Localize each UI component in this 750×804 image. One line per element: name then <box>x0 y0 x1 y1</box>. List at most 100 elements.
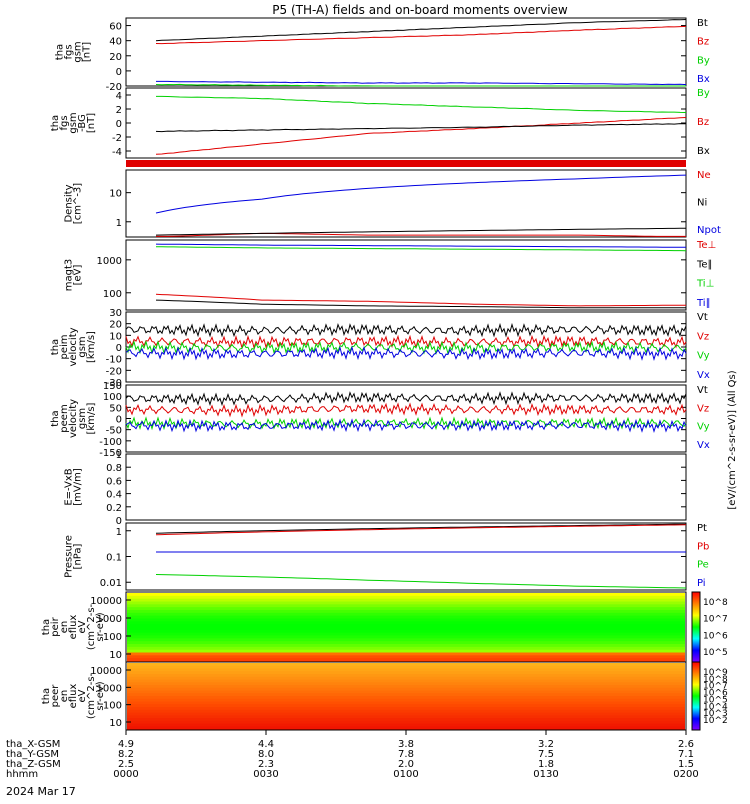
series-line-fgs2 <box>155 117 687 155</box>
x-tick-label: 2.0 <box>398 759 414 770</box>
y-tick-label: 10000 <box>90 596 122 607</box>
series-line-fgs <box>155 83 686 87</box>
y-tick-label: 20 <box>109 52 122 63</box>
spectrogram-band <box>127 629 685 634</box>
x-tick-label: 8.2 <box>118 749 134 760</box>
series-line-temp <box>155 293 686 307</box>
y-axis-label: [km/s] <box>86 402 97 434</box>
y-tick-label: 1000 <box>97 256 122 267</box>
legend-entry: Bz <box>697 117 709 128</box>
y-axis-label: tha <box>50 410 61 426</box>
y-axis-label: eV <box>77 689 88 702</box>
series-line-fgs2 <box>155 123 687 133</box>
y-axis-label: -BG <box>77 114 88 132</box>
legend-entry: Vz <box>697 331 709 342</box>
series-line-density <box>155 227 687 236</box>
panel-frame <box>125 239 687 311</box>
y-axis-label: tha <box>41 688 52 704</box>
y-tick-label: 1 <box>116 450 122 461</box>
x-tick-label: 0030 <box>253 769 278 780</box>
x-tick-label: 2.6 <box>678 739 694 750</box>
spectrogram-band <box>127 709 685 713</box>
y-tick-label: 0.6 <box>106 476 122 487</box>
series-line-peem <box>125 402 687 418</box>
y-axis-label: peir <box>50 616 61 636</box>
y-tick-label: 0 <box>116 415 122 426</box>
panel-frame <box>125 453 687 521</box>
y-axis-label: [mV/m] <box>73 468 84 506</box>
y-tick-label: 0 <box>116 343 122 354</box>
spectrogram-band <box>127 687 685 691</box>
legend-entry: Vz <box>697 403 709 414</box>
y-axis-label: gsm <box>73 41 84 62</box>
series-line-density <box>155 174 687 214</box>
legend-entry: Bz <box>697 37 709 48</box>
x-tick-label: 7.5 <box>538 749 554 760</box>
colorbar-tick-label: 10^8 <box>703 675 728 685</box>
y-tick-label: -20 <box>106 366 122 377</box>
y-tick-label: 1000 <box>97 614 122 625</box>
y-tick-label: -50 <box>106 426 122 437</box>
y-tick-label: 2 <box>116 105 122 116</box>
y-axis-label: [km/s] <box>86 331 97 363</box>
colorbar-tick-label: 10^3 <box>703 709 728 719</box>
y-tick-label: -100 <box>99 437 122 448</box>
spectrogram-band <box>127 604 685 608</box>
spectrogram-band <box>127 668 685 672</box>
y-tick-label: 0 <box>116 67 122 78</box>
spectrogram-band <box>127 715 685 719</box>
spectrogram-band <box>127 632 685 636</box>
x-tick-label: 1.5 <box>678 759 694 770</box>
legend-entry: Vy <box>697 351 710 362</box>
colorbar-tick-label: 10^8 <box>703 598 728 608</box>
y-axis-label: gsm <box>68 112 79 133</box>
y-tick-label: 100 <box>103 632 122 643</box>
spectrogram-band <box>127 615 685 619</box>
y-axis-label: (cm^2-s- <box>86 603 97 650</box>
y-tick-label: 60 <box>109 22 122 33</box>
y-tick-label: 10 <box>109 189 122 200</box>
series-line-peim <box>125 334 687 350</box>
colorbar-tick-label: 10^9 <box>703 668 728 678</box>
y-tick-label: 0 <box>116 119 122 130</box>
spectrogram-band <box>127 598 685 602</box>
colorbar-tick-label: 10^6 <box>703 689 728 699</box>
spectrogram-band <box>127 712 685 716</box>
series-line-temp <box>155 299 686 309</box>
legend-entry: Ne <box>697 170 711 181</box>
y-axis-label: gsm <box>77 336 88 357</box>
spectrogram-band <box>127 593 685 597</box>
legend-entry: Npot <box>697 225 721 236</box>
spectrogram-band <box>127 644 685 648</box>
legend-entry: Ti⊥ <box>696 279 714 290</box>
legend-entry: By <box>697 55 710 66</box>
spectrogram-band <box>127 704 685 708</box>
spectrogram-band <box>127 635 685 639</box>
x-tick-label: 0100 <box>393 769 418 780</box>
legend-entry: Vx <box>697 370 710 381</box>
spectrogram-band <box>127 627 685 631</box>
legend-entry: Bx <box>697 146 710 157</box>
y-tick-label: -2 <box>112 133 122 144</box>
spectrogram-band <box>127 595 685 600</box>
y-axis-label: peer <box>50 684 61 708</box>
y-axis-label: [cm^-3] <box>73 183 84 224</box>
y-axis-label: peim <box>59 334 70 359</box>
spectrogram-band <box>127 621 685 625</box>
y-axis-label: [nT] <box>82 42 93 62</box>
x-tick-label: 0200 <box>673 769 698 780</box>
spectrogram-band <box>127 682 685 686</box>
series-line-peim <box>125 322 687 338</box>
y-axis-label: sr-eV) <box>95 612 106 641</box>
y-tick-label: 0.1 <box>106 553 122 564</box>
y-axis-label: tha <box>50 339 61 355</box>
y-axis-label: peem <box>59 404 70 432</box>
spectrogram-band <box>127 674 685 678</box>
y-axis-label: (cm^2-s- <box>86 672 97 719</box>
x-tick-label: 4.4 <box>258 739 274 750</box>
